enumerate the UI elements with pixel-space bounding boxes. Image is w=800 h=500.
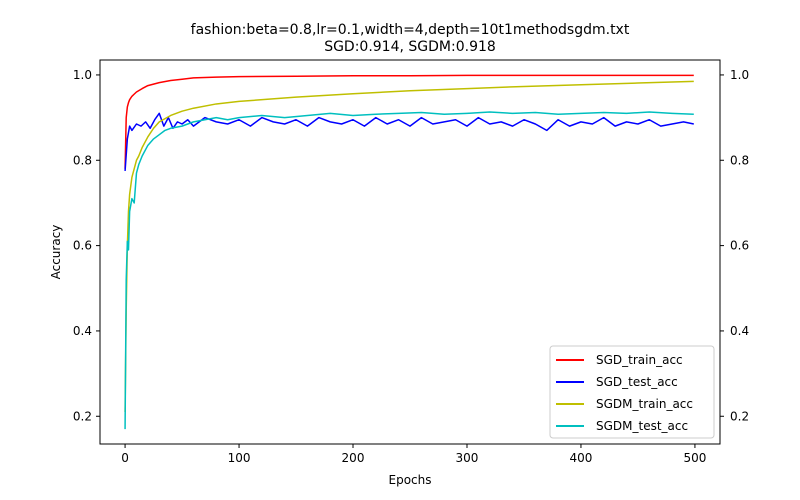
x-tick-label: 400 bbox=[570, 451, 593, 465]
y-axis-label: Accuracy bbox=[49, 225, 63, 280]
legend-box bbox=[549, 345, 715, 439]
legend: SGD_train_acc SGD_test_acc SGDM_train_acc S… bbox=[549, 345, 715, 439]
legend-label: SGDM_train_acc bbox=[596, 397, 693, 411]
right-y-tick-label: 1.0 bbox=[730, 68, 749, 82]
x-tick-label: 100 bbox=[228, 451, 251, 465]
x-axis-label: Epochs bbox=[389, 473, 432, 487]
left-y-tick-label: 0.4 bbox=[73, 324, 92, 338]
x-tick-label: 500 bbox=[683, 451, 706, 465]
left-y-tick-label: 0.6 bbox=[73, 239, 92, 253]
legend-label: SGDM_test_acc bbox=[596, 419, 688, 433]
legend-items: SGD_train_acc SGD_test_acc SGDM_train_acc S… bbox=[556, 353, 693, 433]
right-y-tick-label: 0.2 bbox=[730, 409, 749, 423]
legend-label: SGD_test_acc bbox=[596, 375, 678, 389]
left-y-axis-ticks: 0.2 0.4 0.6 0.8 1.0 bbox=[73, 68, 100, 423]
left-y-tick-label: 0.2 bbox=[73, 409, 92, 423]
chart-subtitle: SGD:0.914, SGDM:0.918 bbox=[324, 39, 496, 55]
plot-area-frame bbox=[99, 59, 721, 445]
series-line-sgd-test-acc bbox=[124, 112, 694, 171]
x-tick-label: 200 bbox=[342, 451, 365, 465]
x-axis-ticks: 0 100 200 300 400 500 bbox=[121, 444, 706, 465]
left-y-tick-label: 0.8 bbox=[73, 153, 92, 167]
x-tick-label: 0 bbox=[121, 451, 129, 465]
right-y-axis-ticks: 0.2 0.4 0.6 0.8 1.0 bbox=[720, 68, 749, 423]
x-tick-label: 300 bbox=[456, 451, 479, 465]
series-line-sgdm-test-acc bbox=[124, 111, 694, 430]
series-line-sgdm-train-acc bbox=[124, 80, 694, 413]
legend-label: SGD_train_acc bbox=[596, 353, 683, 367]
right-y-tick-label: 0.4 bbox=[730, 324, 749, 338]
series-layer bbox=[124, 74, 694, 430]
right-y-tick-label: 0.6 bbox=[730, 239, 749, 253]
left-y-tick-label: 1.0 bbox=[73, 68, 92, 82]
right-y-tick-label: 0.8 bbox=[730, 153, 749, 167]
series-line-sgd-train-acc bbox=[124, 74, 694, 169]
chart-title: fashion:beta=0.8,lr=0.1,width=4,depth=10… bbox=[191, 22, 630, 38]
